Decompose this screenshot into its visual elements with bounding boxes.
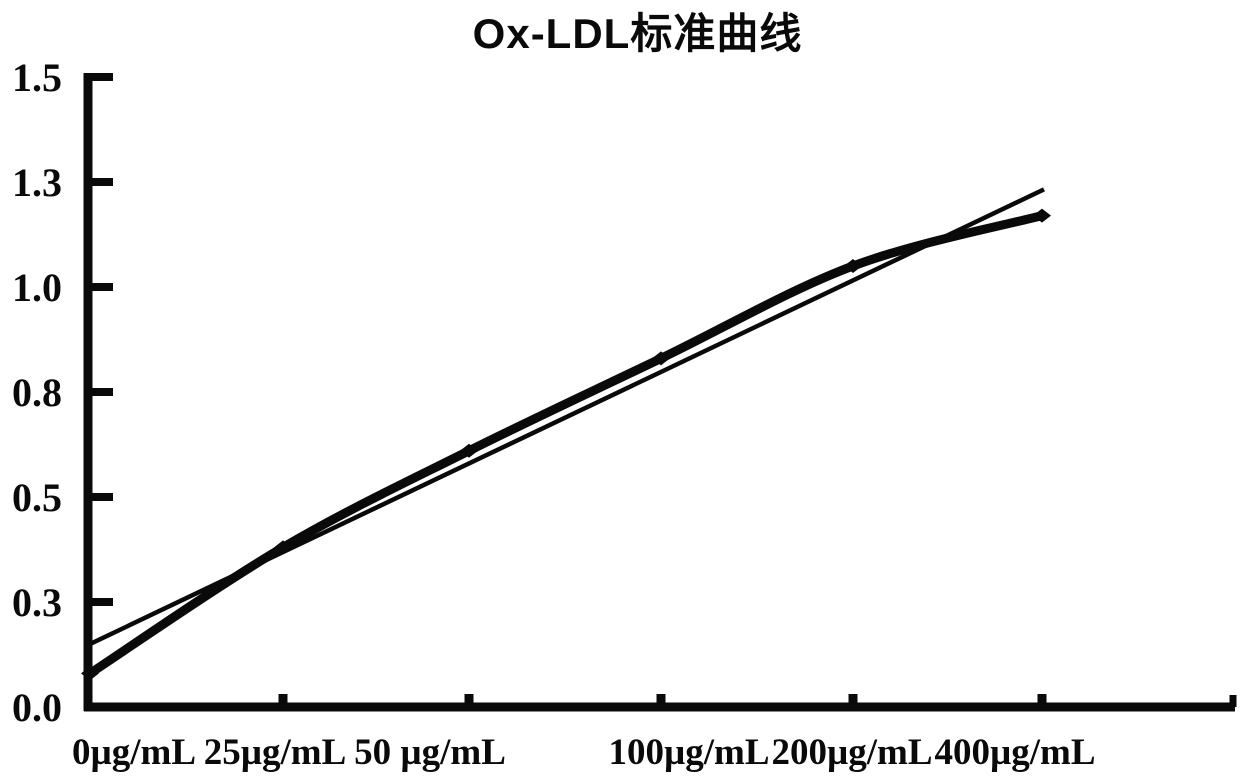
y-tick-label: 1.3: [12, 160, 62, 205]
chart-title: Ox-LDL标准曲线: [472, 10, 803, 57]
data-point-marker: [460, 443, 478, 458]
x-category-label: 100µg/mL: [608, 732, 769, 773]
standard-curve-path: [85, 211, 1047, 678]
data-point-marker: [1033, 208, 1051, 223]
y-tick-label: 0.8: [12, 370, 62, 415]
x-category-label: 50 µg/mL: [354, 732, 506, 773]
data-point-marker: [652, 351, 670, 366]
y-tick-label: 0.5: [12, 475, 62, 520]
x-category-label: 0µg/mL: [72, 732, 196, 773]
y-tick-label: 0.0: [12, 685, 62, 730]
data-point-marker: [844, 259, 862, 273]
x-category-label: 25µg/mL: [204, 732, 347, 773]
y-tick-label: 1.5: [12, 55, 62, 100]
x-category-label: 400µg/mL: [934, 732, 1095, 773]
x-category-label: 200µg/mL: [771, 732, 932, 773]
y-tick-label: 1.0: [12, 265, 62, 310]
data-point-marker: [81, 666, 99, 681]
data-point-marker: [274, 540, 292, 555]
y-tick-label: 0.3: [12, 580, 62, 625]
